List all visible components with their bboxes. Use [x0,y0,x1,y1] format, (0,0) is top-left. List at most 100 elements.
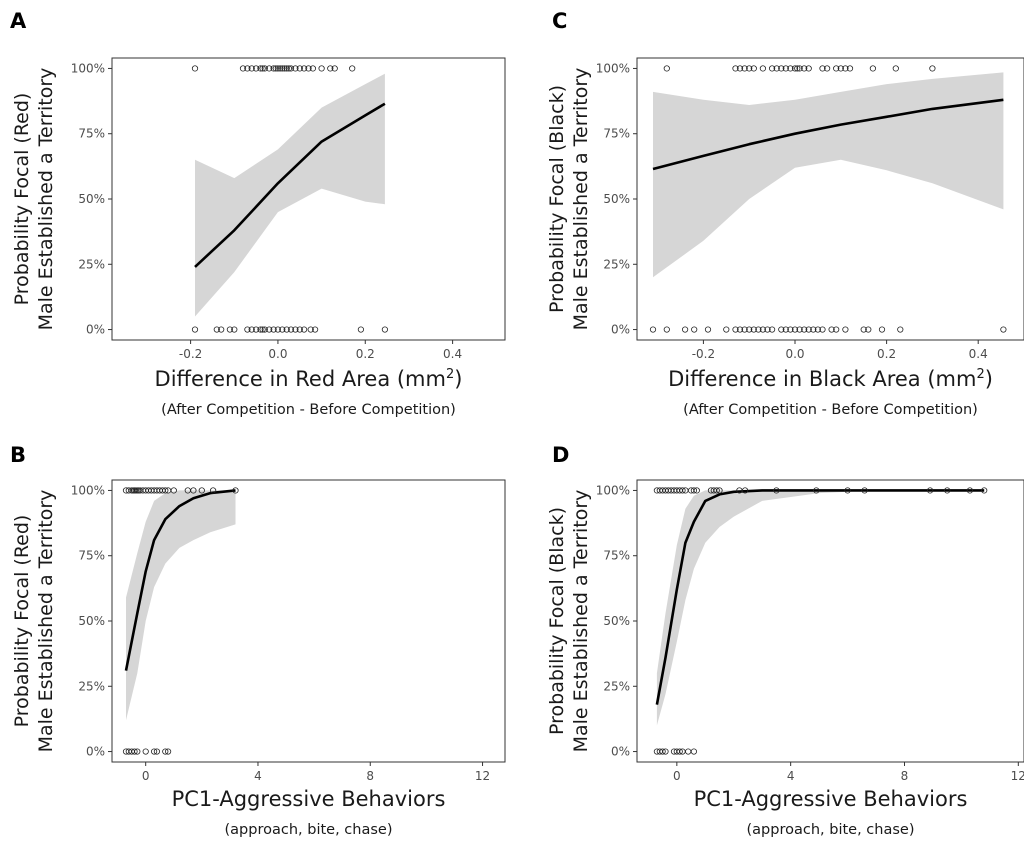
y-tick-label: 0% [611,745,630,759]
y-tick-label: 0% [86,323,105,337]
data-point [676,748,683,755]
panel-d: D 0% 25% 50% 75% 100% 0 4 8 12 Probability Focal (… [546,443,1024,838]
data-point [283,326,290,333]
data-point [287,326,295,333]
data-point [218,326,225,333]
data-point [741,65,748,72]
y-tick-label: 75% [603,127,630,141]
x-axis-label: Difference in Red Area (mm2) [155,367,463,391]
panel-label-c: C [552,9,567,33]
data-point [649,326,657,333]
data-point [292,326,299,333]
data-point [860,326,867,333]
data-point [892,65,899,72]
data-point [226,326,233,333]
data-point [736,326,744,333]
data-point [285,65,292,72]
data-point [349,65,356,72]
y-tick-label: 50% [78,192,105,206]
data-point [782,326,789,333]
y-tick-label: 75% [78,549,105,563]
data-point [309,65,316,72]
data-point [210,487,217,494]
confidence-band [653,72,1004,278]
data-point [794,65,801,72]
x-tick-label: -0.2 [179,347,202,361]
x-axis-sublabel: (approach, bite, chase) [225,822,393,838]
data-point [704,326,712,333]
y-tick-label: 25% [603,257,630,271]
data-point [732,65,739,72]
data-point [805,326,812,333]
data-point [736,65,744,72]
y-tick-label: 0% [86,745,105,759]
data-point [846,65,854,72]
data-point [801,326,808,333]
data-point [768,65,776,72]
data-point [270,65,277,72]
data-point [357,326,364,333]
data-point [279,65,286,72]
data-point [279,326,286,333]
data-point [190,487,197,494]
data-point [837,65,844,72]
data-point [833,65,840,72]
x-axis-label: PC1-Aggressive Behaviors [172,787,446,811]
x-axis-sublabel: (approach, bite, chase) [747,822,915,838]
data-point [274,326,281,333]
y-tick-label: 25% [78,679,105,693]
data-point [162,748,169,755]
data-point [750,65,757,72]
data-point [259,326,266,333]
data-point [787,65,794,72]
panel-label-a: A [10,9,27,33]
data-point [318,65,325,72]
data-point [381,326,388,333]
data-point [248,65,255,72]
panel-label-d: D [552,443,569,467]
data-point [679,487,686,494]
data-point [741,326,748,333]
data-point [713,487,720,494]
x-axis-sublabel: (After Competition - Before Competition) [161,402,456,418]
y-axis-label: Probability Focal (Black) [546,507,568,735]
data-point [791,65,799,72]
data-point [691,326,698,333]
data-point [663,65,670,72]
data-point [198,487,205,494]
panel-c: C 0% 25% 50% 75% 100% -0.2 0.0 0.2 0.4 Probability… [546,9,1024,418]
data-point [266,65,273,72]
data-point [274,65,281,72]
data-point [311,326,319,333]
x-tick-label: 0.4 [443,347,462,361]
data-point [819,65,826,72]
plot-border [111,57,506,341]
data-point [814,326,822,333]
y-axis-label-line2: Male Established a Territory [35,68,57,331]
data-point [165,748,172,755]
data-point [266,326,273,333]
data-point [283,65,290,72]
data-point [746,326,753,333]
data-point [759,326,767,333]
y-tick-label: 25% [78,257,105,271]
data-point [823,65,831,72]
x-tick-label: 0 [142,769,150,783]
data-point [796,65,803,72]
fit-line [655,489,985,705]
x-tick-label: 12 [1011,769,1024,783]
data-point [787,326,794,333]
data-point [287,65,295,72]
data-point [153,748,160,755]
x-tick-label: 8 [366,769,374,783]
data-point [292,65,299,72]
data-point [828,326,835,333]
panel-b: B 0% 25% 50% 75% 100% 0 4 8 12 Probability Focal (… [10,443,506,838]
data-point [685,748,692,755]
data-point [244,65,251,72]
data-point [810,326,817,333]
data-point [305,65,312,72]
x-tick-label: 0.2 [877,347,896,361]
data-point [131,748,138,755]
data-point [1000,326,1007,333]
